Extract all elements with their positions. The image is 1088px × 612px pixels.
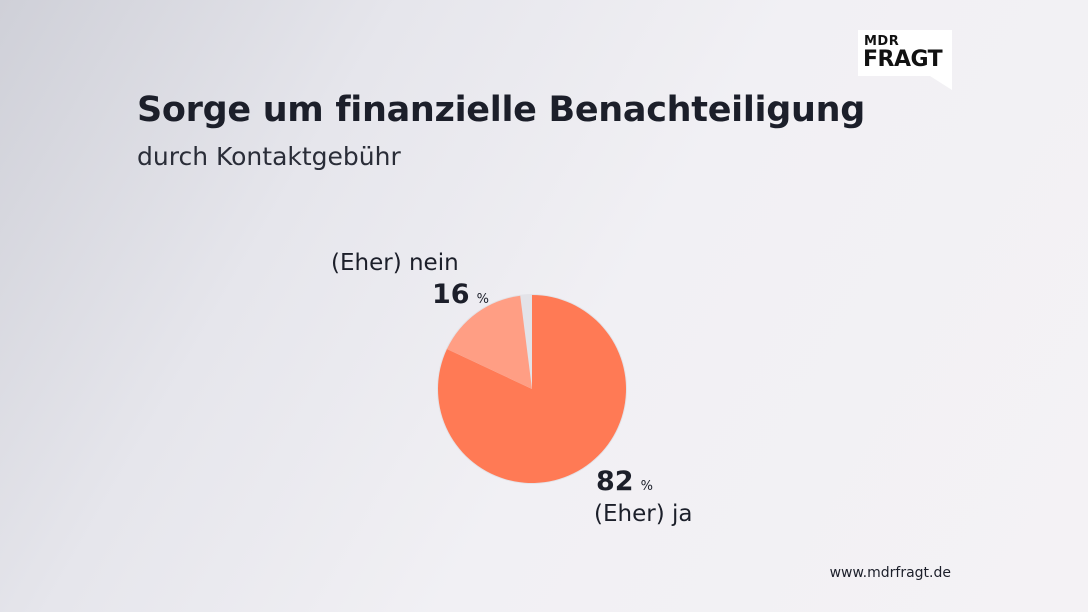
slice-value-nein: 16% <box>432 279 489 310</box>
chart-title: Sorge um finanzielle Benachteiligung <box>137 90 865 130</box>
slice-label-ja: (Eher) ja <box>594 501 692 527</box>
logo-speech-tail <box>930 76 952 90</box>
footer-url: www.mdrfragt.de <box>829 565 951 581</box>
slice-label-nein: (Eher) nein <box>331 250 459 276</box>
pie-slices <box>438 295 627 483</box>
logo-line-mdr: MDR <box>864 34 900 49</box>
logo-line-fragt: FRAGT <box>863 47 943 72</box>
mdr-fragt-logo: MDR FRAGT <box>858 30 952 92</box>
chart-subtitle: durch Kontaktgebühr <box>137 142 401 171</box>
pie-slice-ja <box>438 295 627 483</box>
pie-slice-nein <box>446 295 532 389</box>
logo-box <box>858 30 952 76</box>
slice-value-ja: 82% <box>596 466 653 497</box>
